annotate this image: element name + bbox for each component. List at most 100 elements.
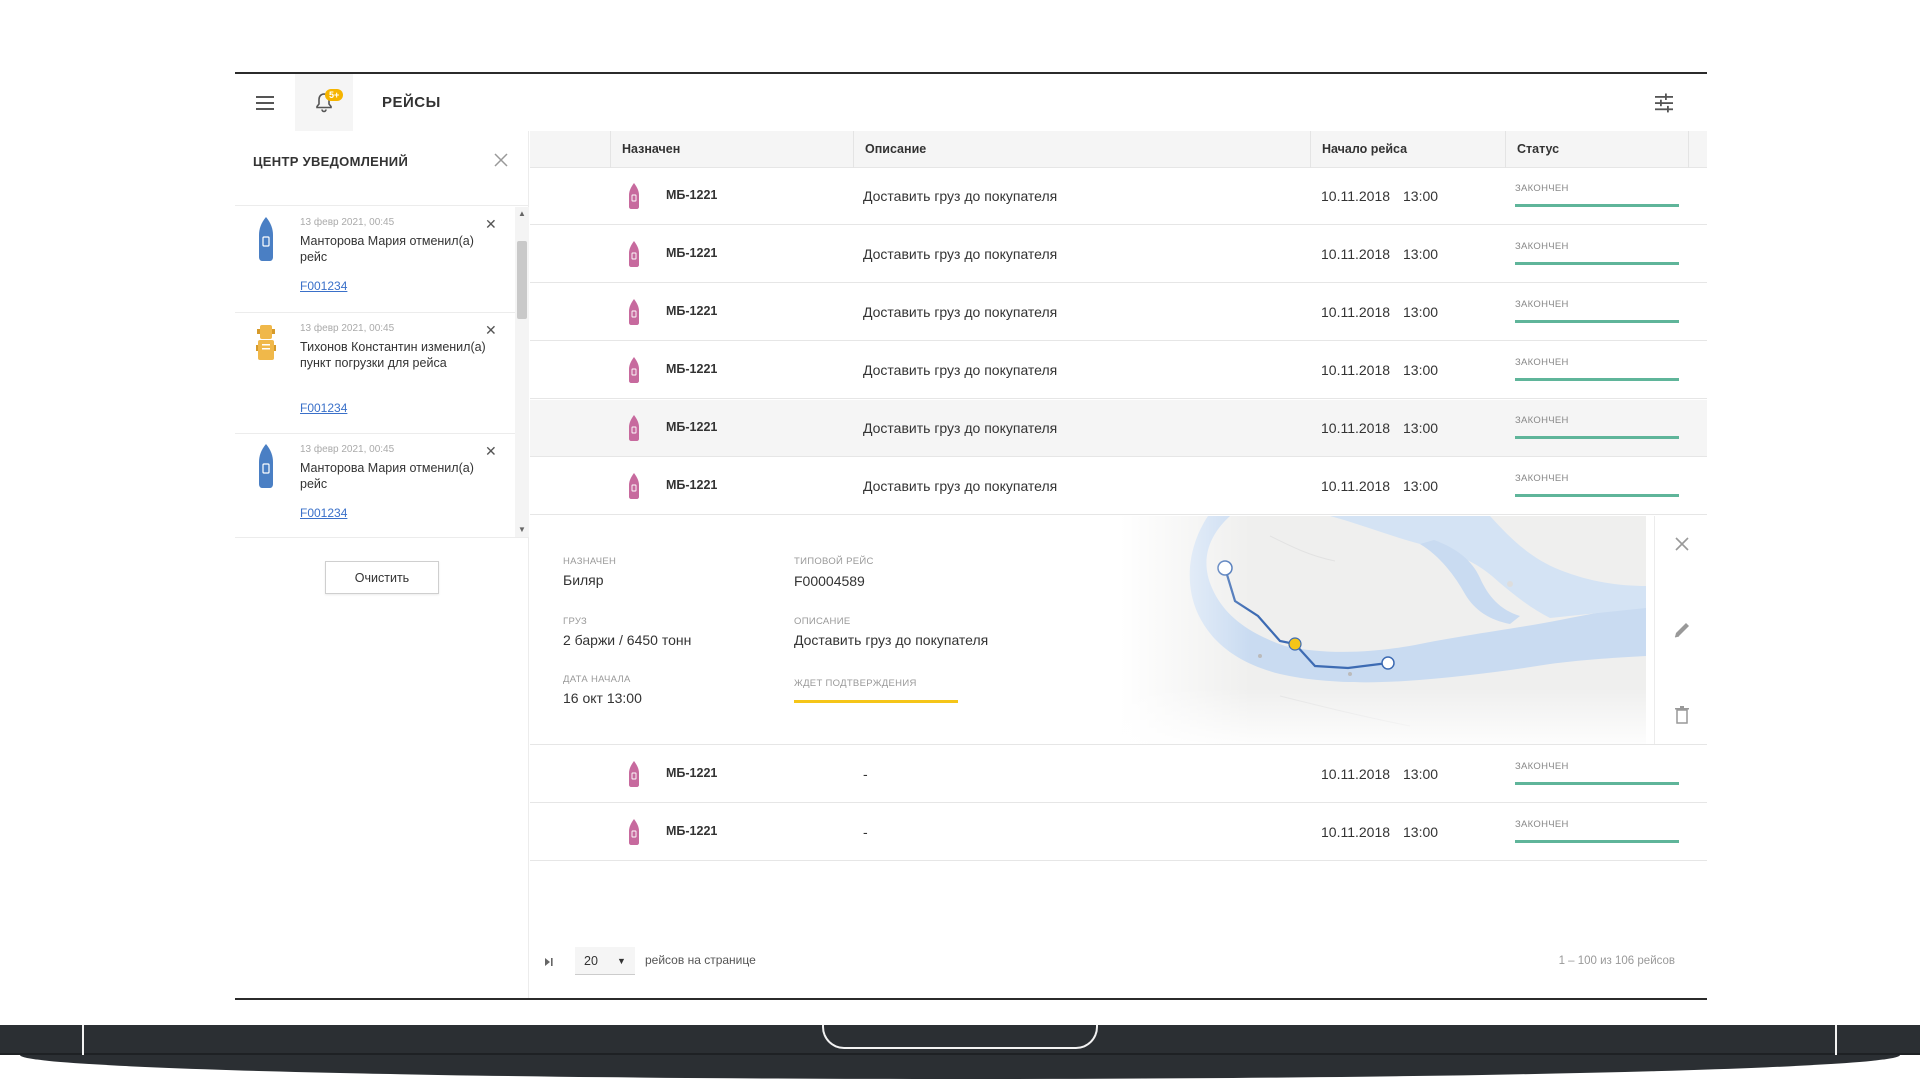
detail-cargo-value: 2 баржи / 6450 тонн: [563, 632, 692, 648]
skip-end-icon: [545, 958, 553, 966]
scrollbar-thumb[interactable]: [517, 241, 527, 319]
boat-pink-icon: [629, 819, 639, 845]
notifications-button[interactable]: 5+: [295, 74, 353, 131]
notification-date: 13 февр 2021, 00:45: [300, 217, 395, 228]
column-header-assigned[interactable]: Назначен: [622, 142, 681, 156]
pencil-icon: [1674, 623, 1689, 638]
notification-text: Манторова Мария отменил(а) рейс: [300, 234, 474, 264]
notification-text: Тихонов Константин изменил(а) пункт погр…: [300, 340, 486, 370]
scroll-down-icon[interactable]: ▼: [518, 525, 526, 534]
detail-desc-value: Доставить груз до покупателя: [794, 632, 989, 648]
status-bar: [1515, 262, 1679, 265]
detail-template-label: ТИПОВОЙ РЕЙС: [794, 556, 874, 567]
table-row[interactable]: МБ-1221 Доставить груз до покупателя 10.…: [530, 284, 1707, 341]
table-row[interactable]: МБ-1221 Доставить груз до покупателя 10.…: [530, 458, 1707, 515]
row-date: 10.11.2018: [1321, 304, 1391, 320]
trip-detail-panel: НАЗНАЧЕН Биляр ГРУЗ 2 баржи / 6450 тонн …: [530, 516, 1707, 745]
row-status: ЗАКОНЧЕН: [1515, 415, 1569, 426]
boat-pink-icon: [629, 473, 639, 499]
detail-status-bar: [794, 700, 958, 703]
detail-assigned-label: НАЗНАЧЕН: [563, 556, 617, 567]
detail-desc-label: ОПИСАНИЕ: [794, 616, 851, 627]
detail-actions: [1654, 516, 1707, 744]
last-page-button[interactable]: [541, 954, 557, 970]
detail-start-value: 16 окт 13:00: [563, 690, 642, 706]
table-row-highlighted[interactable]: МБ-1221 Доставить груз до покупателя 10.…: [530, 400, 1707, 457]
per-page-select[interactable]: 20 ▼: [575, 947, 635, 975]
clear-notifications-button[interactable]: Очистить: [325, 561, 439, 594]
route-map[interactable]: [1120, 516, 1646, 745]
detail-status: ЖДЕТ ПОДТВЕРЖДЕНИЯ: [794, 678, 917, 689]
table-row[interactable]: МБ-1221 Доставить груз до покупателя 10.…: [530, 226, 1707, 283]
status-bar: [1515, 494, 1679, 497]
notification-center: ЦЕНТР УВЕДОМЛЕНИЙ 13 февр 2021, 00:45 Ма…: [235, 131, 529, 998]
notification-badge: 5+: [325, 89, 344, 101]
row-status: ЗАКОНЧЕН: [1515, 761, 1569, 772]
chevron-down-icon: ▼: [617, 956, 626, 966]
row-time: 13:00: [1403, 362, 1439, 378]
column-header-start[interactable]: Начало рейса: [1322, 142, 1408, 156]
app-screen: 5+ РЕЙСЫ ЦЕНТР УВЕДОМЛЕНИЙ: [235, 72, 1707, 1000]
row-time: 13:00: [1403, 188, 1439, 204]
notification-date: 13 февр 2021, 00:45: [300, 444, 395, 455]
dismiss-notification-button[interactable]: ✕: [485, 322, 497, 338]
table-row[interactable]: МБ-1221 Доставить груз до покупателя 10.…: [530, 168, 1707, 225]
row-description: Доставить груз до покупателя: [863, 304, 1058, 320]
filter-button[interactable]: [1651, 90, 1677, 116]
row-assigned: МБ-1221: [666, 246, 718, 260]
notification-link[interactable]: F001234: [300, 279, 348, 293]
column-header-description[interactable]: Описание: [865, 142, 927, 156]
menu-button[interactable]: [235, 74, 295, 131]
status-bar: [1515, 840, 1679, 843]
notification-center-header: ЦЕНТР УВЕДОМЛЕНИЙ: [235, 131, 528, 206]
detail-cargo-label: ГРУЗ: [563, 616, 588, 627]
detail-template-value: F00004589: [794, 573, 865, 589]
notification-item: 13 февр 2021, 00:45 Манторова Мария отме…: [235, 207, 515, 312]
detail-start-label: ДАТА НАЧАЛА: [563, 674, 631, 685]
boat-pink-icon: [629, 299, 639, 325]
pagination: 20 ▼ рейсов на странице 1 – 100 из 106 р…: [530, 930, 1707, 998]
row-assigned: МБ-1221: [666, 766, 718, 780]
laptop-base: [0, 1025, 1920, 1079]
table-row[interactable]: МБ-1221 - 10.11.2018 13:00 ЗАКОНЧЕН: [530, 804, 1707, 861]
close-notifications-button[interactable]: [492, 151, 510, 169]
close-detail-button[interactable]: [1671, 533, 1693, 555]
per-page-value: 20: [584, 954, 598, 968]
status-bar: [1515, 378, 1679, 381]
row-assigned: МБ-1221: [666, 362, 718, 376]
notification-link[interactable]: F001234: [300, 401, 348, 415]
notification-scrollbar[interactable]: ▲ ▼: [515, 207, 529, 537]
row-date: 10.11.2018: [1321, 420, 1391, 436]
row-date: 10.11.2018: [1321, 362, 1391, 378]
row-time: 13:00: [1403, 478, 1439, 494]
trash-icon: [1675, 706, 1689, 724]
row-status: ЗАКОНЧЕН: [1515, 819, 1569, 830]
close-icon: [1675, 537, 1689, 551]
row-time: 13:00: [1403, 246, 1439, 262]
row-status: ЗАКОНЧЕН: [1515, 241, 1569, 252]
row-assigned: МБ-1221: [666, 188, 718, 202]
hamburger-icon: [256, 95, 274, 110]
status-bar: [1515, 782, 1679, 785]
notification-link[interactable]: F001234: [300, 506, 348, 520]
edit-trip-button[interactable]: [1671, 619, 1693, 641]
row-time: 13:00: [1403, 766, 1439, 782]
table-row[interactable]: МБ-1221 Доставить груз до покупателя 10.…: [530, 342, 1707, 399]
table-row[interactable]: МБ-1221 - 10.11.2018 13:00 ЗАКОНЧЕН: [530, 746, 1707, 803]
row-assigned: МБ-1221: [666, 420, 718, 434]
boat-pink-icon: [629, 183, 639, 209]
boat-pink-icon: [629, 357, 639, 383]
laptop-notch: [822, 1025, 1098, 1049]
dismiss-notification-button[interactable]: ✕: [485, 443, 497, 459]
sliders-icon: [1655, 93, 1673, 113]
row-assigned: МБ-1221: [666, 304, 718, 318]
boat-pink-icon: [629, 415, 639, 441]
column-header-status[interactable]: Статус: [1517, 142, 1560, 156]
dismiss-notification-button[interactable]: ✕: [485, 216, 497, 232]
row-assigned: МБ-1221: [666, 824, 718, 838]
status-bar: [1515, 204, 1679, 207]
delete-trip-button[interactable]: [1671, 704, 1693, 726]
page-title: РЕЙСЫ: [382, 94, 441, 111]
scroll-up-icon[interactable]: ▲: [518, 209, 526, 218]
boat-blue-icon: [259, 444, 273, 488]
